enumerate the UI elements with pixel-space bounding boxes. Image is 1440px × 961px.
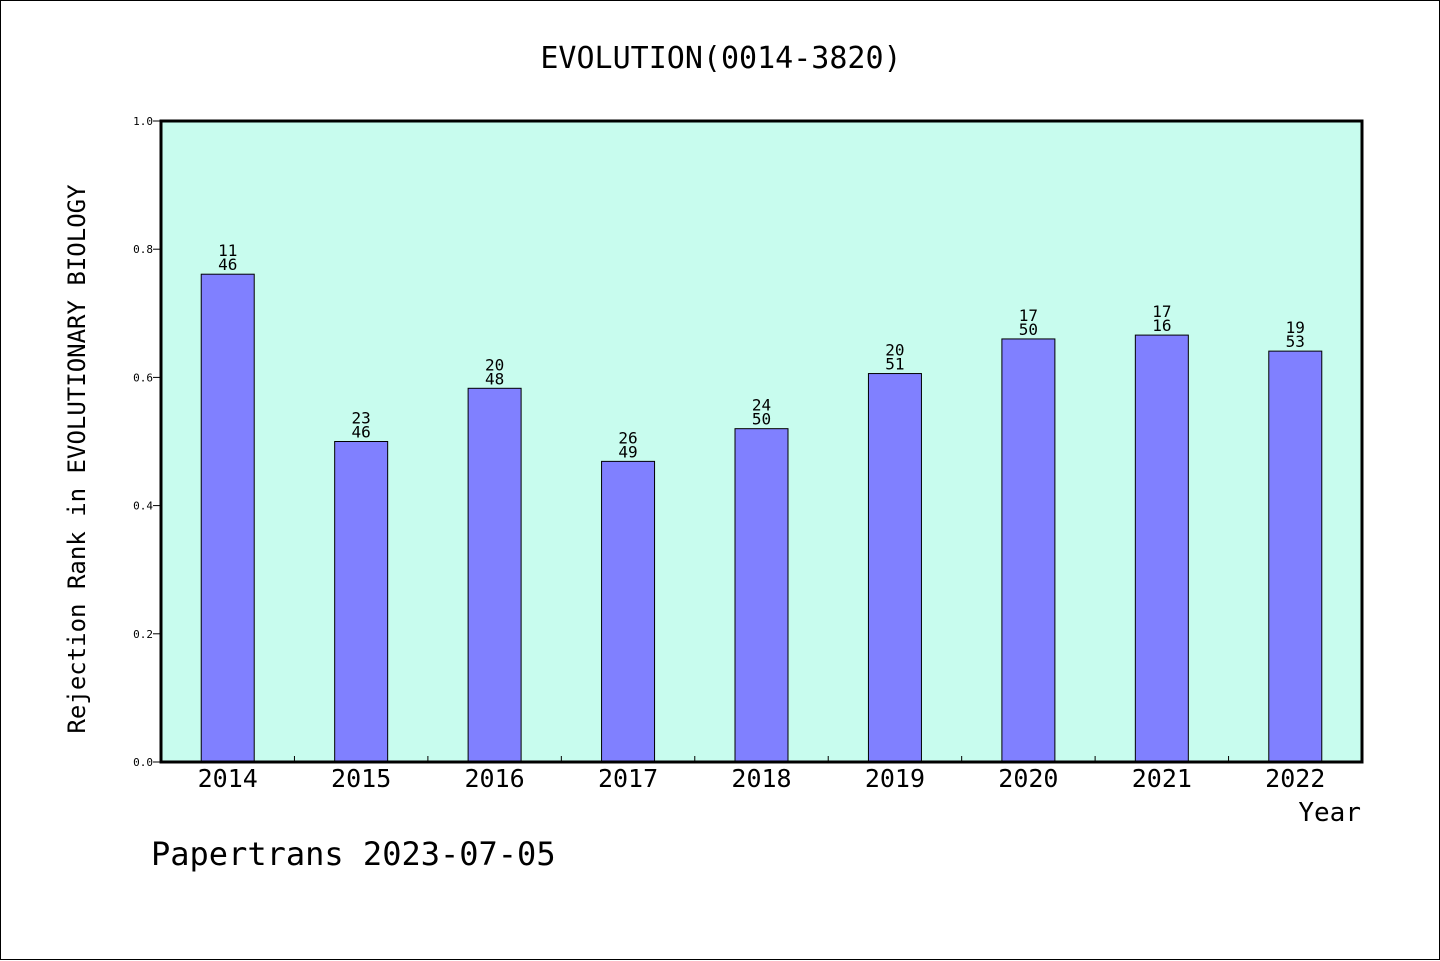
bar-data-label: 16 bbox=[1152, 316, 1171, 335]
bar-data-label: 24 bbox=[752, 396, 771, 415]
bar-data-label: 46 bbox=[218, 255, 237, 274]
bar-data-label: 50 bbox=[1019, 320, 1038, 339]
footer-text: Papertrans 2023-07-05 bbox=[151, 835, 556, 873]
x-tick-label: 2019 bbox=[865, 764, 925, 793]
x-tick-label: 2015 bbox=[331, 764, 391, 793]
x-tick-label: 2022 bbox=[1265, 764, 1325, 793]
bar-2020 bbox=[1001, 338, 1056, 763]
bar-data-label: 26 bbox=[618, 428, 637, 447]
x-tick-label: 2020 bbox=[998, 764, 1058, 793]
bar-2016 bbox=[467, 387, 522, 763]
bar-data-label: 17 bbox=[1019, 306, 1038, 325]
y-tick-label: 0.8 bbox=[133, 243, 153, 256]
bar-data-label: 11 bbox=[218, 241, 237, 260]
bar-data-label: 20 bbox=[485, 355, 504, 374]
bar-data-label: 17 bbox=[1152, 302, 1171, 321]
bar-2022 bbox=[1268, 350, 1323, 763]
bar-2017 bbox=[601, 460, 656, 763]
y-axis-label: Rejection Rank in EVOLUTIONARY BIOLOGY bbox=[63, 184, 91, 734]
bar-data-label: 48 bbox=[485, 369, 504, 388]
x-axis-label: Year bbox=[1298, 798, 1361, 828]
y-tick-label: 0.6 bbox=[133, 371, 153, 384]
x-tick-label: 2016 bbox=[465, 764, 525, 793]
bar-2014 bbox=[200, 273, 255, 763]
x-tick-label: 2018 bbox=[731, 764, 791, 793]
x-tick-label: 2017 bbox=[598, 764, 658, 793]
y-tick-label: 1.0 bbox=[133, 115, 153, 128]
bar-data-label: 51 bbox=[885, 355, 904, 374]
bar-data-label: 19 bbox=[1286, 318, 1305, 337]
bar-data-label: 49 bbox=[618, 442, 637, 461]
bar-series bbox=[200, 273, 1323, 763]
bar-2015 bbox=[334, 441, 389, 763]
bar-data-label: 50 bbox=[752, 410, 771, 429]
bar-data-label: 23 bbox=[352, 409, 371, 428]
y-tick-label: 0.2 bbox=[133, 628, 153, 641]
x-tick-label: 2014 bbox=[198, 764, 258, 793]
bar-2018 bbox=[734, 428, 789, 763]
bar-data-label: 46 bbox=[352, 423, 371, 442]
x-tick-label: 2021 bbox=[1132, 764, 1192, 793]
y-tick-label: 0.4 bbox=[133, 500, 153, 513]
bar-2019 bbox=[867, 373, 922, 763]
x-axis: 2014 2015 2016 2017 2018 2019 2020 2021 2022 bbox=[198, 756, 1325, 793]
bar-data-label: 20 bbox=[885, 341, 904, 360]
plot-border bbox=[159, 119, 1364, 764]
chart-title: EVOLUTION(0014-3820) bbox=[540, 41, 901, 76]
bar-2021 bbox=[1134, 334, 1189, 763]
bar-data-label: 53 bbox=[1286, 332, 1305, 351]
y-axis: 0.0 0.2 0.4 0.6 0.8 1.0 bbox=[133, 115, 161, 769]
y-tick-label: 0.0 bbox=[133, 756, 153, 769]
